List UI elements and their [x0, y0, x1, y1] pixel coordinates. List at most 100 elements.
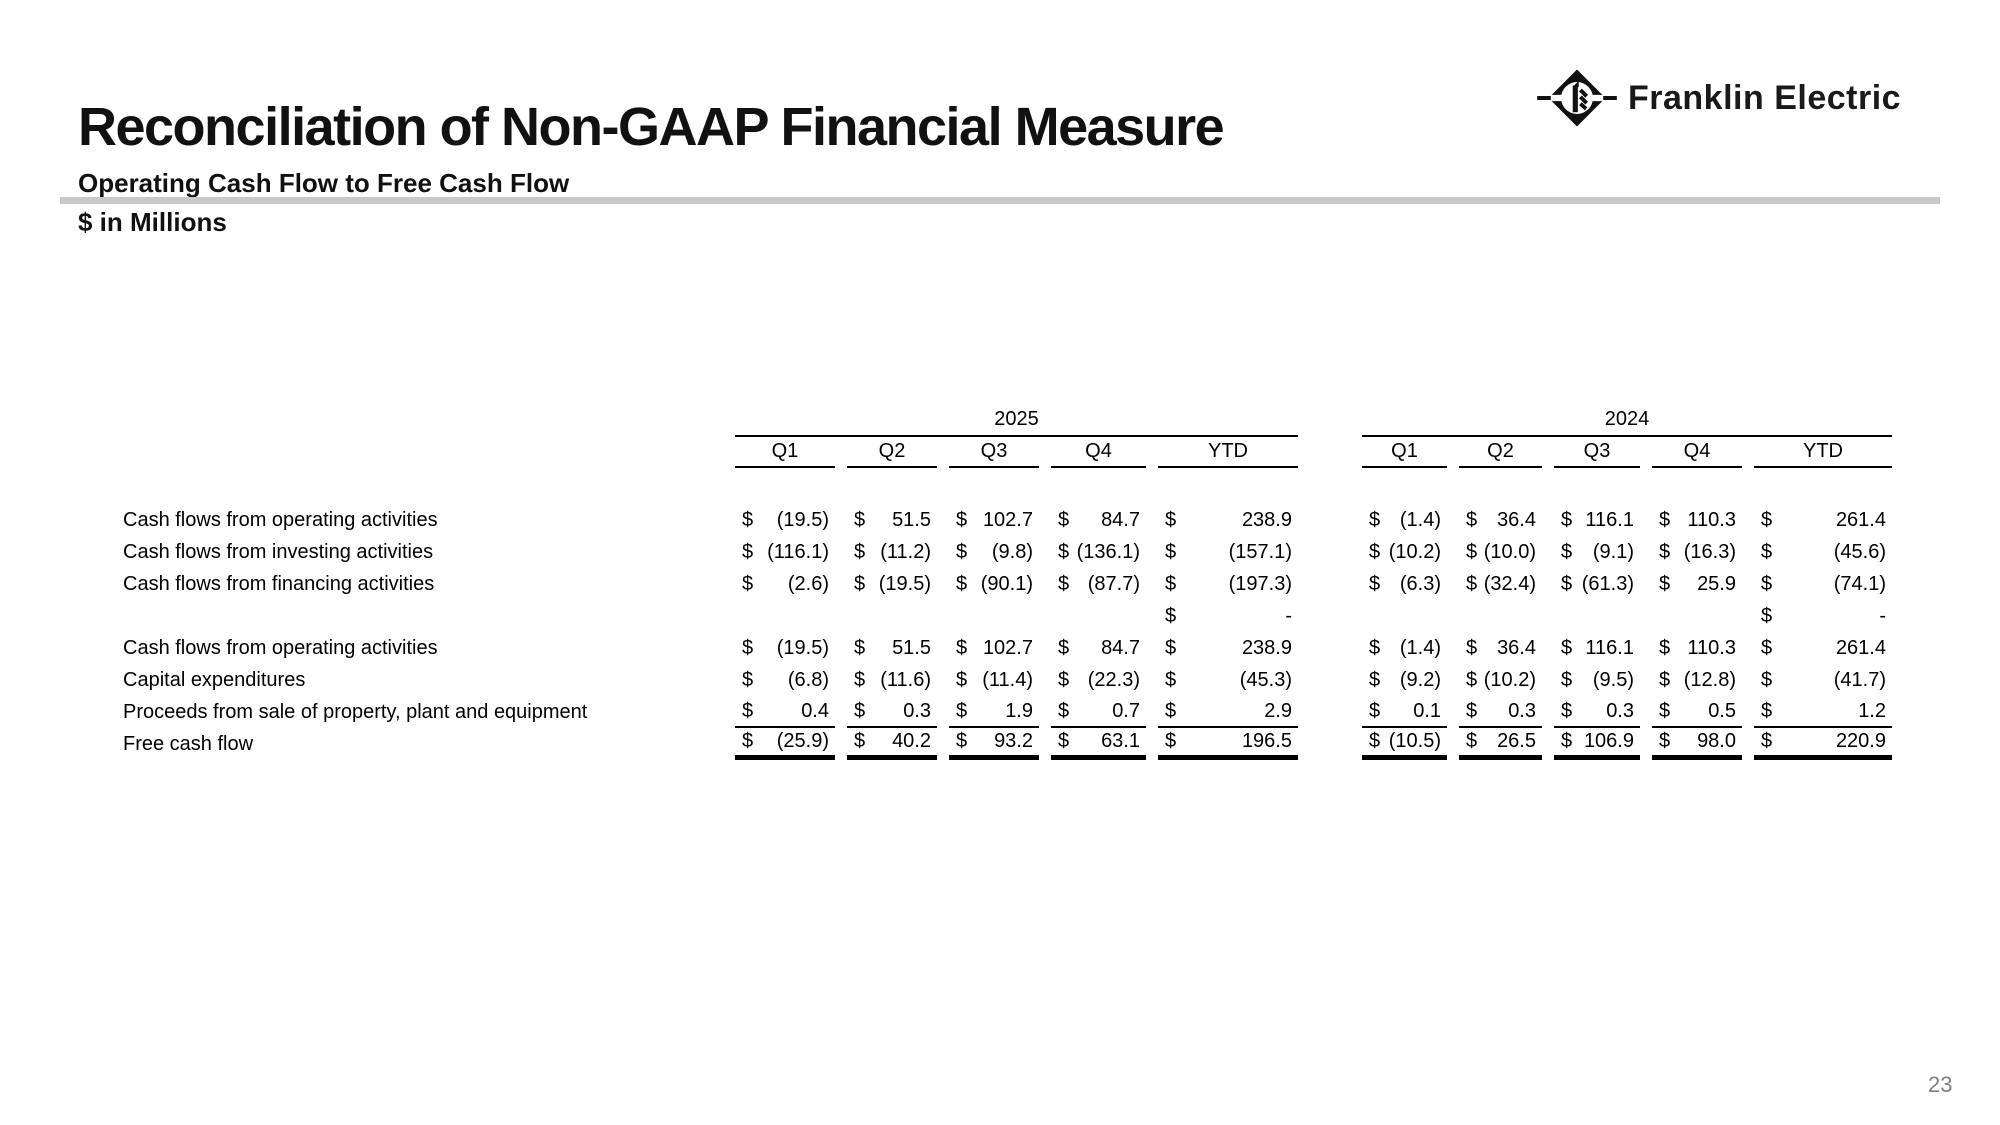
cell-value: 2.9: [1264, 699, 1292, 722]
table-cell: $ (10.0): [1459, 536, 1542, 568]
cell-value: (10.2): [1483, 668, 1536, 691]
table-cell: $102.7: [949, 504, 1039, 536]
table-cell: $106.9: [1554, 728, 1640, 760]
table-row: Cash flows from financing activities $ (2.…: [123, 568, 1892, 600]
row-label: Proceeds from sale of property, plant an…: [123, 700, 588, 723]
currency-symbol: $: [854, 508, 866, 531]
table-cell: $ (90.1): [949, 568, 1039, 600]
table-cell: $0.4: [735, 696, 835, 728]
cell-value: 0.7: [1112, 699, 1140, 722]
row-label: Capital expenditures: [123, 668, 306, 691]
table-cell: $ (32.4): [1459, 568, 1542, 600]
table-cell: [949, 600, 1039, 632]
cell-value: (61.3): [1581, 572, 1634, 595]
currency-symbol: $: [1561, 636, 1573, 659]
currency-symbol: $: [1058, 668, 1070, 691]
cell-value: 63.1: [1101, 730, 1140, 752]
table-cell: $26.5: [1459, 728, 1542, 760]
col-header-2024-q2: Q2: [1459, 437, 1542, 468]
currency-symbol: $: [1761, 572, 1773, 595]
currency-symbol: $: [1466, 572, 1478, 595]
currency-symbol: $: [1369, 668, 1381, 691]
row-label: Cash flows from operating activities: [123, 508, 438, 531]
currency-symbol: $: [1165, 604, 1177, 627]
table-cell: $93.2: [949, 728, 1039, 760]
cell-value: 261.4: [1835, 636, 1886, 659]
cell-value: 261.4: [1835, 508, 1886, 531]
currency-symbol: $: [1165, 572, 1177, 595]
table-row: $ - $ -: [123, 600, 1892, 632]
table-cell: $84.7: [1051, 632, 1146, 664]
currency-symbol: $: [1659, 699, 1671, 722]
currency-symbol: $: [1165, 508, 1177, 531]
cell-value: 40.2: [892, 730, 931, 752]
table-cell: $ (10.2): [1362, 536, 1447, 568]
table-cell: $ (12.8): [1652, 664, 1742, 696]
table-cell: $ (10.5): [1362, 728, 1447, 760]
currency-symbol: $: [1561, 668, 1573, 691]
cell-value: 51.5: [892, 636, 931, 659]
currency-symbol: $: [956, 572, 968, 595]
col-header-2025-q3: Q3: [949, 437, 1039, 468]
col-header-2025-q1: Q1: [735, 437, 835, 468]
currency-symbol: $: [956, 699, 968, 722]
currency-symbol: $: [1761, 668, 1773, 691]
table-quarter-header-row: Q1 Q2 Q3 Q4 YTD Q1 Q2 Q3 Q4 YTD: [123, 437, 1892, 468]
cell-value: 26.5: [1497, 730, 1536, 752]
cell-value: 220.9: [1835, 730, 1886, 752]
table-year-header-row: 2025 2024: [123, 403, 1892, 437]
currency-symbol: $: [1466, 668, 1478, 691]
cell-value: 238.9: [1241, 636, 1292, 659]
table-cell: $98.0: [1652, 728, 1742, 760]
cell-value: (9.1): [1592, 540, 1634, 563]
table-cell: $ (61.3): [1554, 568, 1640, 600]
cell-value: (90.1): [980, 572, 1033, 595]
cell-value: (19.5): [878, 572, 931, 595]
cell-value: (11.2): [880, 540, 931, 563]
table-cell: $0.5: [1652, 696, 1742, 728]
table-cell: $ (157.1): [1158, 536, 1298, 568]
cell-value: 0.3: [1606, 699, 1634, 722]
table-cell: $ (11.4): [949, 664, 1039, 696]
currency-symbol: $: [742, 668, 754, 691]
table-cell: $ (9.8): [949, 536, 1039, 568]
table-row: Cash flows from operating activities $ (19…: [123, 632, 1892, 664]
currency-symbol: $: [1761, 508, 1773, 531]
currency-symbol: $: [956, 508, 968, 531]
table-cell: $36.4: [1459, 504, 1542, 536]
table-cell: $ (1.4): [1362, 632, 1447, 664]
table-cell: $ (87.7): [1051, 568, 1146, 600]
currency-symbol: $: [854, 699, 866, 722]
cell-value: 98.0: [1697, 730, 1736, 752]
cell-value: (74.1): [1833, 572, 1886, 595]
cell-value: (19.5): [776, 508, 829, 531]
table-cell: $ (136.1): [1051, 536, 1146, 568]
currency-symbol: $: [1058, 730, 1070, 752]
table-cell: $ (197.3): [1158, 568, 1298, 600]
cell-value: 84.7: [1101, 508, 1140, 531]
currency-symbol: $: [1466, 699, 1478, 722]
table-cell: $ (45.3): [1158, 664, 1298, 696]
cell-value: (25.9): [776, 730, 829, 752]
cell-value: 25.9: [1697, 572, 1736, 595]
row-label: Free cash flow: [123, 732, 254, 755]
currency-symbol: $: [1659, 636, 1671, 659]
cell-value: (1.4): [1399, 508, 1441, 531]
table-cell: $25.9: [1652, 568, 1742, 600]
header-body-gap: [123, 468, 1892, 504]
table-cell: $116.1: [1554, 632, 1640, 664]
col-header-2025-ytd: YTD: [1158, 437, 1298, 468]
currency-symbol: $: [1058, 636, 1070, 659]
cell-value: (1.4): [1399, 636, 1441, 659]
slide-subtitle: Operating Cash Flow to Free Cash Flow: [78, 168, 570, 198]
col-header-2025-q4: Q4: [1051, 437, 1146, 468]
table-cell: $ (11.2): [847, 536, 937, 568]
currency-symbol: $: [742, 730, 754, 752]
cell-value: (10.0): [1483, 540, 1536, 563]
year-header-2024: 2024: [1362, 403, 1892, 437]
cell-value: (10.5): [1388, 730, 1441, 752]
cell-value: (41.7): [1833, 668, 1886, 691]
currency-symbol: $: [956, 540, 968, 563]
currency-symbol: $: [1561, 699, 1573, 722]
cash-flow-table: 2025 2024 Q1 Q2 Q3 Q4 YTD Q1 Q2 Q3 Q4 YT…: [123, 403, 1892, 760]
